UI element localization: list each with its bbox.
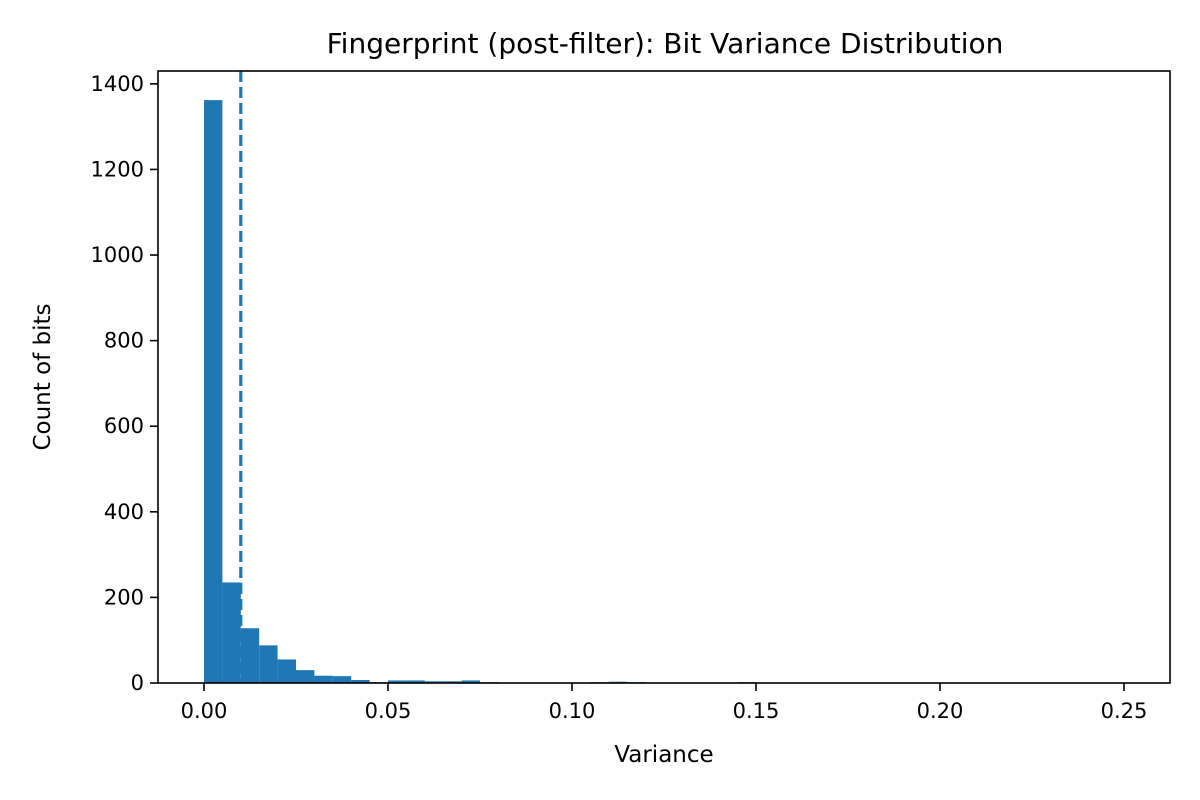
- y-tick-label: 1400: [91, 72, 144, 96]
- y-tick-label: 800: [104, 329, 144, 353]
- y-axis-ticks: 0 200 400 600 800 1000 1200 1400: [91, 72, 158, 695]
- histogram-bars: [204, 100, 756, 683]
- y-axis-label: Count of bits: [30, 303, 56, 450]
- histogram-bar: [204, 100, 223, 683]
- x-axis-label: Variance: [614, 742, 713, 768]
- y-tick-label: 400: [104, 500, 144, 524]
- histogram-bar: [406, 680, 425, 683]
- histogram-bar: [424, 681, 444, 683]
- histogram-bar: [351, 680, 370, 683]
- histogram-bar: [443, 681, 462, 683]
- x-axis-ticks: 0.00 0.05 0.10 0.15 0.20 0.25: [181, 683, 1148, 723]
- histogram-bar: [332, 676, 352, 683]
- histogram-bar: [240, 628, 260, 683]
- x-tick-label: 0.10: [549, 699, 596, 723]
- histogram-bar: [222, 582, 241, 683]
- y-tick-label: 600: [104, 414, 144, 438]
- histogram-bar: [388, 680, 407, 683]
- x-tick-label: 0.20: [917, 699, 964, 723]
- x-tick-label: 0.15: [733, 699, 780, 723]
- histogram-bar: [461, 680, 480, 683]
- y-tick-label: 1000: [91, 243, 144, 267]
- histogram-bar: [296, 670, 315, 683]
- x-tick-label: 0.25: [1101, 699, 1148, 723]
- y-tick-label: 200: [104, 585, 144, 609]
- x-tick-label: 0.00: [181, 699, 228, 723]
- y-tick-label: 1200: [91, 157, 144, 181]
- plot-frame: [157, 70, 1171, 684]
- y-tick-label: 0: [131, 671, 144, 695]
- histogram-bar: [259, 645, 278, 683]
- histogram-bar: [277, 659, 296, 683]
- histogram-bar: [314, 675, 333, 683]
- chart-title: Fingerprint (post-filter): Bit Variance …: [327, 27, 1004, 60]
- x-tick-label: 0.05: [365, 699, 412, 723]
